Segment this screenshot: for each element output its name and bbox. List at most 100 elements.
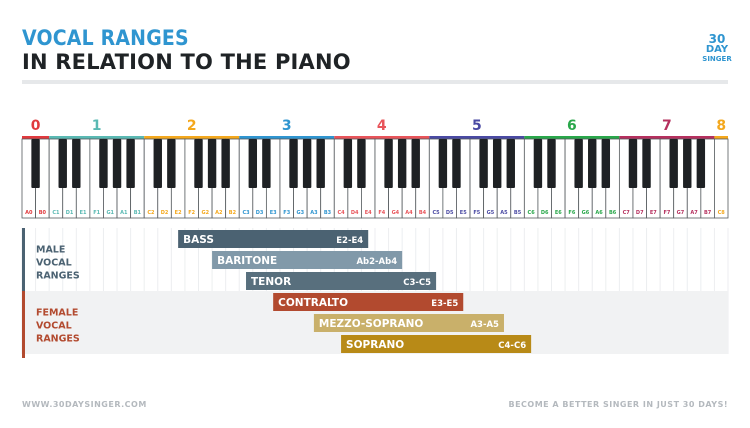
key-note-label: G4 xyxy=(392,210,400,216)
logo-day: DAY xyxy=(705,44,729,55)
black-key[interactable] xyxy=(696,139,706,188)
black-key[interactable] xyxy=(248,139,258,188)
group-accent-bar xyxy=(22,228,25,295)
black-key[interactable] xyxy=(642,139,651,188)
key-note-label: G1 xyxy=(106,210,114,216)
key-note-label: D7 xyxy=(636,210,644,216)
key-note-label: D1 xyxy=(66,210,74,216)
black-key[interactable] xyxy=(207,139,217,188)
black-key[interactable] xyxy=(628,139,638,188)
range-name: TENOR xyxy=(251,276,291,288)
key-note-label: F4 xyxy=(378,210,385,216)
black-key[interactable] xyxy=(492,139,502,188)
black-key[interactable] xyxy=(221,139,230,188)
key-note-label: G2 xyxy=(201,210,209,216)
key-note-label: A6 xyxy=(595,210,603,216)
black-key[interactable] xyxy=(126,139,135,188)
key-note-label: F1 xyxy=(93,210,100,216)
key-note-label: C5 xyxy=(433,210,441,216)
black-key[interactable] xyxy=(289,139,298,188)
octave-band xyxy=(714,136,728,141)
black-key[interactable] xyxy=(153,139,162,188)
range-bar-bass[interactable] xyxy=(178,230,369,248)
range-bar-contralto[interactable] xyxy=(273,293,464,311)
range-bar-tenor[interactable] xyxy=(246,272,437,290)
black-key[interactable] xyxy=(411,139,420,188)
key-note-label: C1 xyxy=(52,210,60,216)
key-note-label: A3 xyxy=(310,210,318,216)
black-key[interactable] xyxy=(343,139,353,188)
black-key[interactable] xyxy=(533,139,543,188)
key-note-label: A0 xyxy=(25,210,33,216)
range-bar-mezzo-soprano[interactable] xyxy=(313,314,504,332)
key-note-label: E4 xyxy=(365,210,372,216)
range-bar-soprano[interactable] xyxy=(341,335,532,353)
key-note-label: C6 xyxy=(528,210,536,216)
key-note-label: F3 xyxy=(283,210,290,216)
black-key[interactable] xyxy=(547,139,556,188)
black-key[interactable] xyxy=(99,139,108,188)
key-note-label: F6 xyxy=(568,210,575,216)
title-divider xyxy=(22,80,728,84)
octave-band xyxy=(239,136,335,141)
key-note-label: F5 xyxy=(473,210,480,216)
black-key[interactable] xyxy=(452,139,461,188)
range-name: BASS xyxy=(183,234,214,246)
octave-band xyxy=(49,136,145,141)
key-note-label: E3 xyxy=(270,210,277,216)
logo-number: 30 xyxy=(708,32,726,46)
black-key[interactable] xyxy=(167,139,176,188)
black-key[interactable] xyxy=(112,139,122,188)
range-bar-baritone[interactable] xyxy=(212,251,403,269)
brand-logo[interactable]: 30 DAY SINGER xyxy=(700,32,734,63)
footer-website[interactable]: WWW.30DAYSINGER.COM xyxy=(22,400,147,409)
black-key[interactable] xyxy=(683,139,692,188)
key-note-label: G6 xyxy=(582,210,590,216)
octave-band xyxy=(144,136,240,141)
key-note-label: F2 xyxy=(188,210,195,216)
black-key[interactable] xyxy=(438,139,448,188)
key-note-label: D5 xyxy=(446,210,454,216)
group-label: VOCAL xyxy=(36,321,72,332)
key-note-label: D3 xyxy=(256,210,264,216)
key-note-label: F7 xyxy=(663,210,670,216)
key-note-label: B7 xyxy=(704,210,712,216)
range-notes: C3-C5 xyxy=(403,278,431,288)
black-key[interactable] xyxy=(72,139,81,188)
group-label: FEMALE xyxy=(36,308,78,319)
octave-label: 8 xyxy=(716,118,726,134)
black-key[interactable] xyxy=(669,139,678,188)
octave-band xyxy=(334,136,430,141)
range-notes: E2-E4 xyxy=(336,236,363,246)
range-notes: A3-A5 xyxy=(470,320,499,330)
key-note-label: B0 xyxy=(39,210,47,216)
black-key[interactable] xyxy=(302,139,312,188)
key-note-label: B6 xyxy=(609,210,617,216)
octave-label: 1 xyxy=(92,118,102,134)
key-note-label: C7 xyxy=(623,210,631,216)
black-key[interactable] xyxy=(574,139,583,188)
black-key[interactable] xyxy=(31,139,40,188)
black-key[interactable] xyxy=(194,139,203,188)
black-key[interactable] xyxy=(384,139,393,188)
black-key[interactable] xyxy=(506,139,515,188)
key-note-label: A7 xyxy=(690,210,698,216)
black-key[interactable] xyxy=(58,139,67,188)
octave-label: 6 xyxy=(567,118,577,134)
white-key[interactable] xyxy=(714,138,729,219)
black-key[interactable] xyxy=(588,139,597,188)
range-notes: E3-E5 xyxy=(431,299,458,309)
black-key[interactable] xyxy=(316,139,325,188)
title-line-1: VOCAL RANGES xyxy=(22,26,189,50)
black-key[interactable] xyxy=(601,139,611,188)
octave-band xyxy=(619,136,715,141)
black-key[interactable] xyxy=(357,139,366,188)
range-name: CONTRALTO xyxy=(278,297,348,309)
black-key[interactable] xyxy=(262,139,271,188)
black-key[interactable] xyxy=(397,139,407,188)
key-note-label: A4 xyxy=(405,210,413,216)
range-notes: C4-C6 xyxy=(498,341,526,351)
black-key[interactable] xyxy=(479,139,488,188)
octave-band xyxy=(22,136,50,141)
key-note-label: E5 xyxy=(460,210,467,216)
